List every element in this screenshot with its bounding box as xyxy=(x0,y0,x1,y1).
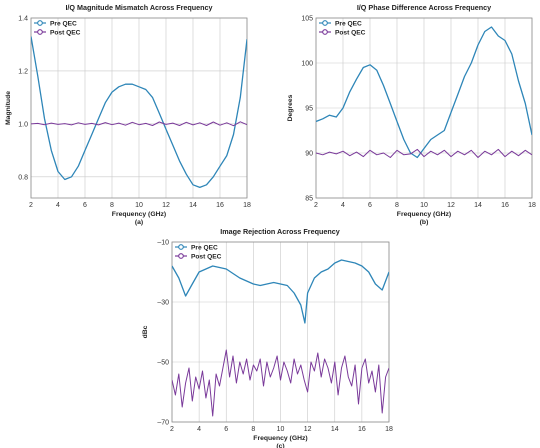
legend-marker-icon xyxy=(322,29,328,35)
y-tick-label: –10 xyxy=(157,240,169,247)
series-line-post-qec xyxy=(31,121,247,127)
plot-frame xyxy=(315,17,533,199)
x-tick-label: 12 xyxy=(447,202,455,209)
legend-label: Pre QEC xyxy=(50,20,77,27)
legend-marker-icon xyxy=(322,20,328,26)
series-line-pre-qec xyxy=(172,259,389,324)
y-tick-label: 100 xyxy=(301,61,313,68)
x-tick-label: 10 xyxy=(420,202,428,209)
x-tick-label: 8 xyxy=(251,426,255,433)
legend-label: Pre QEC xyxy=(335,20,362,27)
x-tick-label: 4 xyxy=(341,202,345,209)
y-axis-label: Degrees xyxy=(287,94,294,121)
chart-caption: (a) xyxy=(135,219,143,226)
x-tick-label: 4 xyxy=(197,426,201,433)
legend-marker-icon xyxy=(178,253,184,259)
legend-label: Post QEC xyxy=(191,253,222,260)
legend: Pre QEC Post QEC xyxy=(319,20,366,36)
x-tick-label: 16 xyxy=(501,202,509,209)
x-tick-label: 16 xyxy=(216,202,224,209)
x-tick-label: 14 xyxy=(331,426,339,433)
y-tick-label: 1.4 xyxy=(18,16,28,23)
series-group xyxy=(172,259,389,417)
y-tick-label: 95 xyxy=(305,106,313,113)
x-tick-label: 2 xyxy=(170,426,174,433)
chart-panel-1: I/Q Phase Difference Across Frequency 2 4 6… xyxy=(287,3,536,226)
chart-panel-0: I/Q Magnitude Mismatch Across Frequency 2… xyxy=(5,3,251,226)
x-tick-label: 6 xyxy=(224,426,228,433)
legend-marker-icon xyxy=(37,20,43,26)
x-tick-label: 14 xyxy=(474,202,482,209)
x-axis-label: Frequency (GHz) xyxy=(112,211,166,218)
x-tick-label: 2 xyxy=(314,202,318,209)
y-tick-label: 105 xyxy=(301,16,313,23)
x-tick-label: 4 xyxy=(56,202,60,209)
plot-frame xyxy=(30,17,248,199)
grid-lines xyxy=(315,17,533,199)
y-axis-label: dBc xyxy=(142,325,149,338)
y-tick-label: 1.2 xyxy=(18,68,28,75)
legend-label: Pre QEC xyxy=(191,244,218,251)
y-axis-label: Magnitude xyxy=(5,91,12,125)
x-tick-label: 14 xyxy=(189,202,197,209)
series-line-post-qec xyxy=(316,148,532,158)
y-tick-label: 90 xyxy=(305,151,313,158)
x-axis-label: Frequency (GHz) xyxy=(253,435,307,442)
series-group xyxy=(31,36,247,189)
x-tick-label: 10 xyxy=(135,202,143,209)
y-tick-label: –50 xyxy=(157,360,169,367)
x-tick-label: 8 xyxy=(110,202,114,209)
y-tick-label: 0.8 xyxy=(18,174,28,181)
chart-caption: (c) xyxy=(276,443,284,448)
legend-marker-icon xyxy=(37,29,43,35)
y-tick-label: –70 xyxy=(157,420,169,427)
x-tick-label: 12 xyxy=(304,426,312,433)
legend: Pre QEC Post QEC xyxy=(175,244,222,260)
x-axis-label: Frequency (GHz) xyxy=(397,211,451,218)
x-tick-label: 12 xyxy=(162,202,170,209)
x-tick-label: 18 xyxy=(243,202,251,209)
legend-label: Post QEC xyxy=(50,29,81,36)
series-group xyxy=(316,26,532,159)
legend: Pre QEC Post QEC xyxy=(34,20,81,36)
x-tick-label: 8 xyxy=(395,202,399,209)
plot-frame xyxy=(171,241,390,423)
x-tick-label: 16 xyxy=(358,426,366,433)
grid-lines xyxy=(30,17,248,198)
x-tick-label: 2 xyxy=(29,202,33,209)
y-tick-label: –30 xyxy=(157,300,169,307)
y-tick-label: 1.0 xyxy=(18,121,28,128)
x-tick-label: 18 xyxy=(528,202,536,209)
chart-title: I/Q Phase Difference Across Frequency xyxy=(357,3,491,12)
chart-title: I/Q Magnitude Mismatch Across Frequency xyxy=(65,3,212,12)
series-line-pre-qec xyxy=(31,36,247,189)
legend-marker-icon xyxy=(178,244,184,250)
series-line-pre-qec xyxy=(316,26,532,159)
series-line-post-qec xyxy=(172,349,389,417)
legend-label: Post QEC xyxy=(335,29,366,36)
x-tick-label: 10 xyxy=(277,426,285,433)
chart-caption: (b) xyxy=(420,219,429,226)
x-tick-label: 6 xyxy=(368,202,372,209)
x-tick-label: 6 xyxy=(83,202,87,209)
chart-panel-2: Image Rejection Across Frequency 2 4 6 8 10 12… xyxy=(142,227,393,448)
chart-title: Image Rejection Across Frequency xyxy=(220,227,340,236)
y-tick-label: 85 xyxy=(305,196,313,203)
x-tick-label: 18 xyxy=(385,426,393,433)
